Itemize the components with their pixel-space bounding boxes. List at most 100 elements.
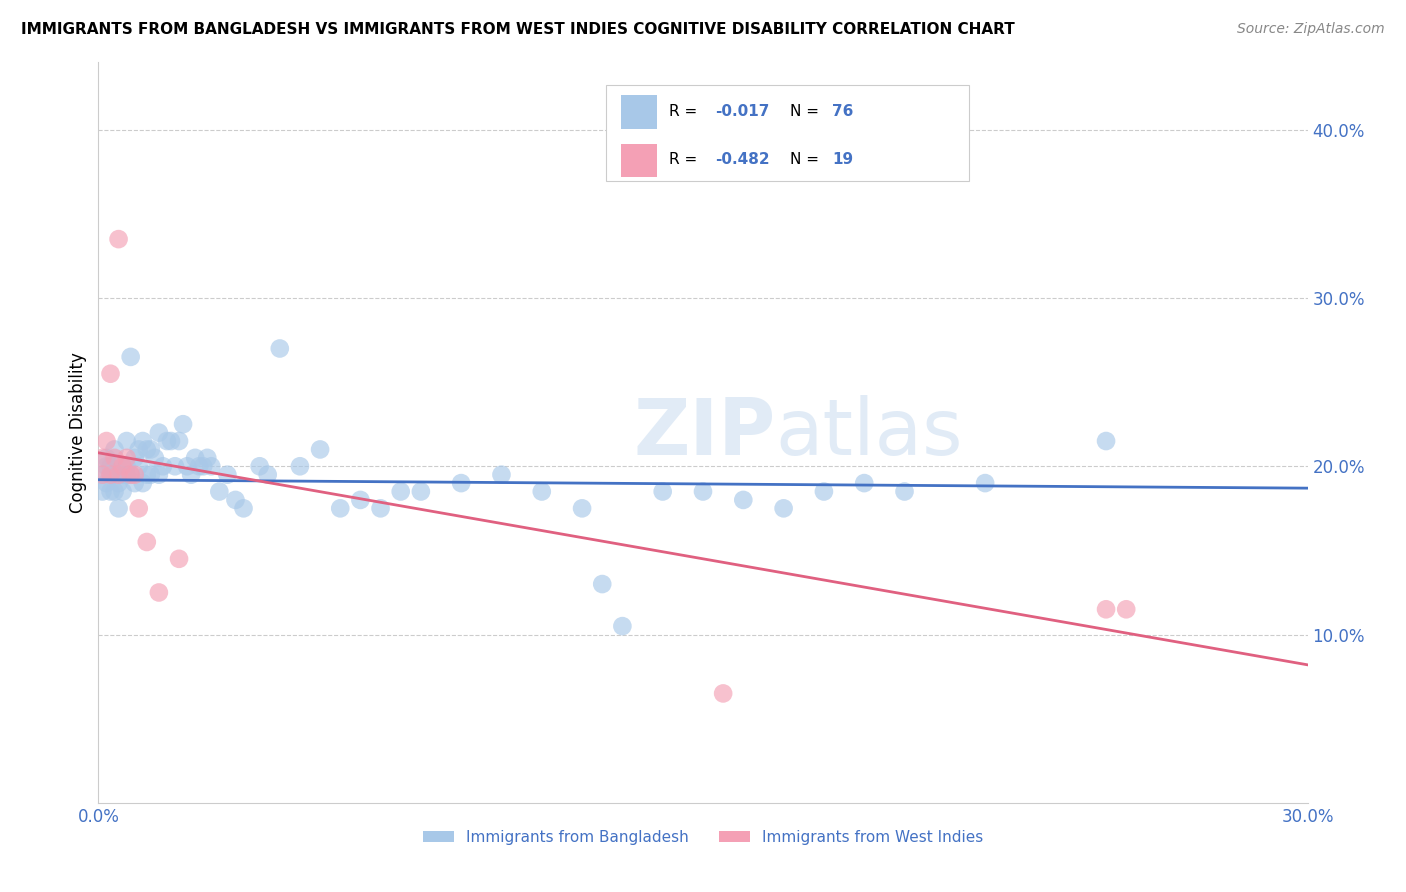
Point [370, 501, 392, 516]
Point [193, 459, 215, 474]
Point [491, 467, 513, 482]
Point [148, 425, 170, 440]
Point [309, 442, 332, 457]
Text: N =: N = [790, 104, 824, 120]
Point [200, 459, 222, 474]
Point [692, 484, 714, 499]
Point [120, 350, 142, 364]
Point [115, 467, 138, 482]
FancyBboxPatch shape [606, 85, 969, 181]
Point [172, 417, 194, 432]
Y-axis label: Cognitive Disability: Cognitive Disability [69, 352, 87, 513]
Point [269, 342, 291, 356]
Point [135, 467, 157, 482]
Point [188, 459, 211, 474]
Point [152, 459, 174, 474]
Bar [621, 95, 657, 128]
Point [100, 459, 122, 474]
Point [711, 686, 734, 700]
Point [107, 501, 129, 516]
Point [91, 484, 114, 499]
Point [167, 434, 190, 448]
Point [107, 232, 129, 246]
Point [1115, 602, 1137, 616]
Text: -0.482: -0.482 [716, 153, 769, 168]
Text: atlas: atlas [776, 394, 963, 471]
Point [195, 450, 218, 465]
Point [329, 501, 352, 516]
Point [853, 476, 876, 491]
Point [143, 450, 166, 465]
Point [1095, 434, 1118, 448]
Point [135, 442, 157, 457]
Point [208, 484, 231, 499]
Point [180, 467, 202, 482]
Point [124, 476, 146, 491]
Point [772, 501, 794, 516]
Point [135, 535, 157, 549]
Point [107, 459, 129, 474]
Point [163, 459, 186, 474]
Point [96, 450, 118, 465]
Point [100, 484, 122, 499]
Text: R =: R = [669, 104, 702, 120]
Point [148, 585, 170, 599]
Point [103, 450, 125, 465]
Point [813, 484, 835, 499]
Text: 19: 19 [832, 153, 853, 168]
Bar [621, 144, 657, 177]
Text: IMMIGRANTS FROM BANGLADESH VS IMMIGRANTS FROM WEST INDIES COGNITIVE DISABILITY C: IMMIGRANTS FROM BANGLADESH VS IMMIGRANTS… [21, 22, 1015, 37]
Point [156, 434, 179, 448]
Point [409, 484, 432, 499]
Point [91, 467, 114, 482]
Point [96, 434, 118, 448]
Point [232, 501, 254, 516]
Point [128, 501, 150, 516]
Point [107, 476, 129, 491]
Point [91, 450, 114, 465]
Point [111, 484, 134, 499]
Point [128, 459, 150, 474]
Point [591, 577, 613, 591]
Text: N =: N = [790, 153, 824, 168]
Point [103, 442, 125, 457]
Point [288, 459, 311, 474]
Point [160, 434, 183, 448]
Point [167, 551, 190, 566]
Point [530, 484, 553, 499]
Point [224, 492, 246, 507]
Point [176, 459, 198, 474]
Point [100, 367, 122, 381]
Point [256, 467, 278, 482]
Point [132, 434, 155, 448]
Point [111, 467, 134, 482]
Point [103, 484, 125, 499]
Text: 76: 76 [832, 104, 853, 120]
Point [115, 450, 138, 465]
Point [612, 619, 634, 633]
Point [120, 467, 142, 482]
Point [115, 459, 138, 474]
Point [91, 467, 114, 482]
Point [571, 501, 593, 516]
Text: ZIP: ZIP [633, 394, 776, 471]
Point [124, 450, 146, 465]
Point [96, 459, 118, 474]
Point [249, 459, 271, 474]
Point [139, 442, 162, 457]
Text: Source: ZipAtlas.com: Source: ZipAtlas.com [1237, 22, 1385, 37]
Point [184, 450, 207, 465]
Point [103, 467, 125, 482]
Point [217, 467, 239, 482]
Point [96, 476, 118, 491]
Point [139, 467, 162, 482]
Point [128, 442, 150, 457]
Point [450, 476, 472, 491]
Point [349, 492, 371, 507]
Point [148, 467, 170, 482]
Point [111, 459, 134, 474]
Point [132, 476, 155, 491]
Point [389, 484, 412, 499]
Point [100, 467, 122, 482]
Point [115, 434, 138, 448]
